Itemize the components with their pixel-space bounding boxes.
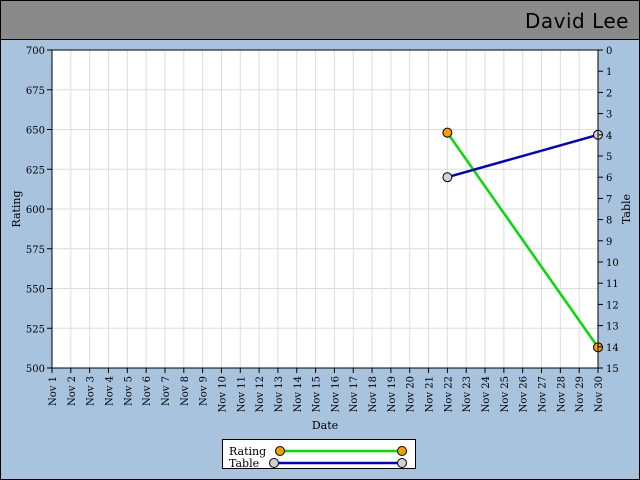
y-tick-label: 575 — [26, 245, 45, 256]
x-tick-label: Nov 26 — [519, 376, 530, 412]
x-tick-label: Nov 2 — [67, 376, 78, 406]
y-tick-label: 525 — [26, 324, 45, 335]
series-layer — [442, 127, 603, 353]
y2-tick-label: 4 — [606, 131, 612, 142]
x-tick-label: Nov 20 — [406, 376, 417, 412]
legend-marker-rating — [397, 446, 407, 456]
x-tick-label: Nov 3 — [86, 376, 97, 406]
y2-tick-label: 10 — [606, 258, 619, 269]
y2-tick-label: 8 — [606, 216, 612, 227]
x-tick-label: Nov 29 — [575, 376, 586, 412]
y2-tick-label: 9 — [606, 237, 612, 248]
x-tick-label: Nov 7 — [161, 376, 172, 406]
legend-label-rating: Rating — [229, 445, 266, 458]
x-tick-label: Nov 9 — [199, 376, 210, 406]
x-tick-label: Nov 28 — [556, 376, 567, 412]
y-tick-label: 600 — [26, 205, 45, 216]
legend-marker-table — [397, 458, 407, 468]
series-line-rating — [446, 131, 600, 349]
x-tick-label: Nov 19 — [387, 376, 398, 412]
y-tick-label: 550 — [26, 285, 45, 296]
x-tick-label: Nov 4 — [104, 376, 115, 406]
x-tick-label: Nov 22 — [443, 376, 454, 412]
x-tick-label: Nov 10 — [217, 376, 228, 412]
header-bar: David Lee — [1, 1, 639, 40]
x-tick-label: Nov 15 — [312, 376, 323, 412]
x-tick-label: Nov 1 — [48, 376, 59, 406]
x-tick-label: Nov 30 — [594, 376, 605, 412]
y2-tick-label: 6 — [606, 173, 612, 184]
y-tick-label: 675 — [26, 86, 45, 97]
y2-tick-label: 13 — [606, 322, 619, 333]
legend: Rating Table — [222, 439, 416, 470]
y2-tick-label: 0 — [606, 46, 612, 57]
x-tick-label: Nov 23 — [462, 376, 473, 412]
x-tick-label: Nov 18 — [368, 376, 379, 412]
x-tick-label: Nov 5 — [123, 376, 134, 406]
series-line-table — [447, 133, 599, 179]
x-tick-label: Nov 17 — [349, 376, 360, 412]
legend-marker-rating — [275, 446, 285, 456]
x-tick-label: Nov 16 — [330, 376, 341, 412]
x-tick-label: Nov 27 — [538, 376, 549, 412]
y2-tick-label: 7 — [606, 194, 612, 205]
axes: Nov 1 Nov 2 Nov 3 Nov 4 Nov 5 Nov 6 Nov 7 Nov 8… — [10, 46, 633, 432]
x-tick-label: Nov 21 — [425, 376, 436, 412]
x-tick-label: Nov 25 — [500, 376, 511, 412]
y2-tick-label: 11 — [606, 279, 619, 290]
y-tick-label: 700 — [26, 46, 45, 57]
grid — [52, 50, 598, 368]
x-tick-label: Nov 6 — [142, 376, 153, 406]
y2-tick-label: 15 — [606, 364, 619, 375]
x-axis-label: Date — [312, 419, 338, 432]
y2-tick-label: 1 — [606, 67, 612, 78]
x-tick-label: Nov 11 — [236, 376, 247, 412]
legend-marker-table — [269, 458, 279, 468]
y2-tick-label: 14 — [606, 343, 619, 354]
x-tick-label: Nov 14 — [293, 376, 304, 412]
y2-tick-label: 3 — [606, 110, 612, 121]
y-tick-label: 650 — [26, 126, 45, 137]
y-tick-label: 625 — [26, 165, 45, 176]
series-point-table — [442, 172, 453, 183]
y-axis-label: Rating — [10, 190, 23, 227]
y2-tick-label: 2 — [606, 88, 612, 99]
series-point-rating — [442, 127, 453, 138]
x-tick-label: Nov 24 — [481, 376, 492, 412]
y2-axis-label: Table — [620, 194, 633, 224]
y-tick-label: 500 — [26, 364, 45, 375]
x-tick-label: Nov 12 — [255, 376, 266, 412]
legend-label-table: Table — [229, 457, 259, 470]
y2-tick-label: 5 — [606, 152, 612, 163]
player-name: David Lee — [524, 9, 629, 33]
x-tick-label: Nov 8 — [180, 376, 191, 406]
y2-tick-label: 12 — [606, 300, 619, 311]
x-tick-label: Nov 13 — [274, 376, 285, 412]
